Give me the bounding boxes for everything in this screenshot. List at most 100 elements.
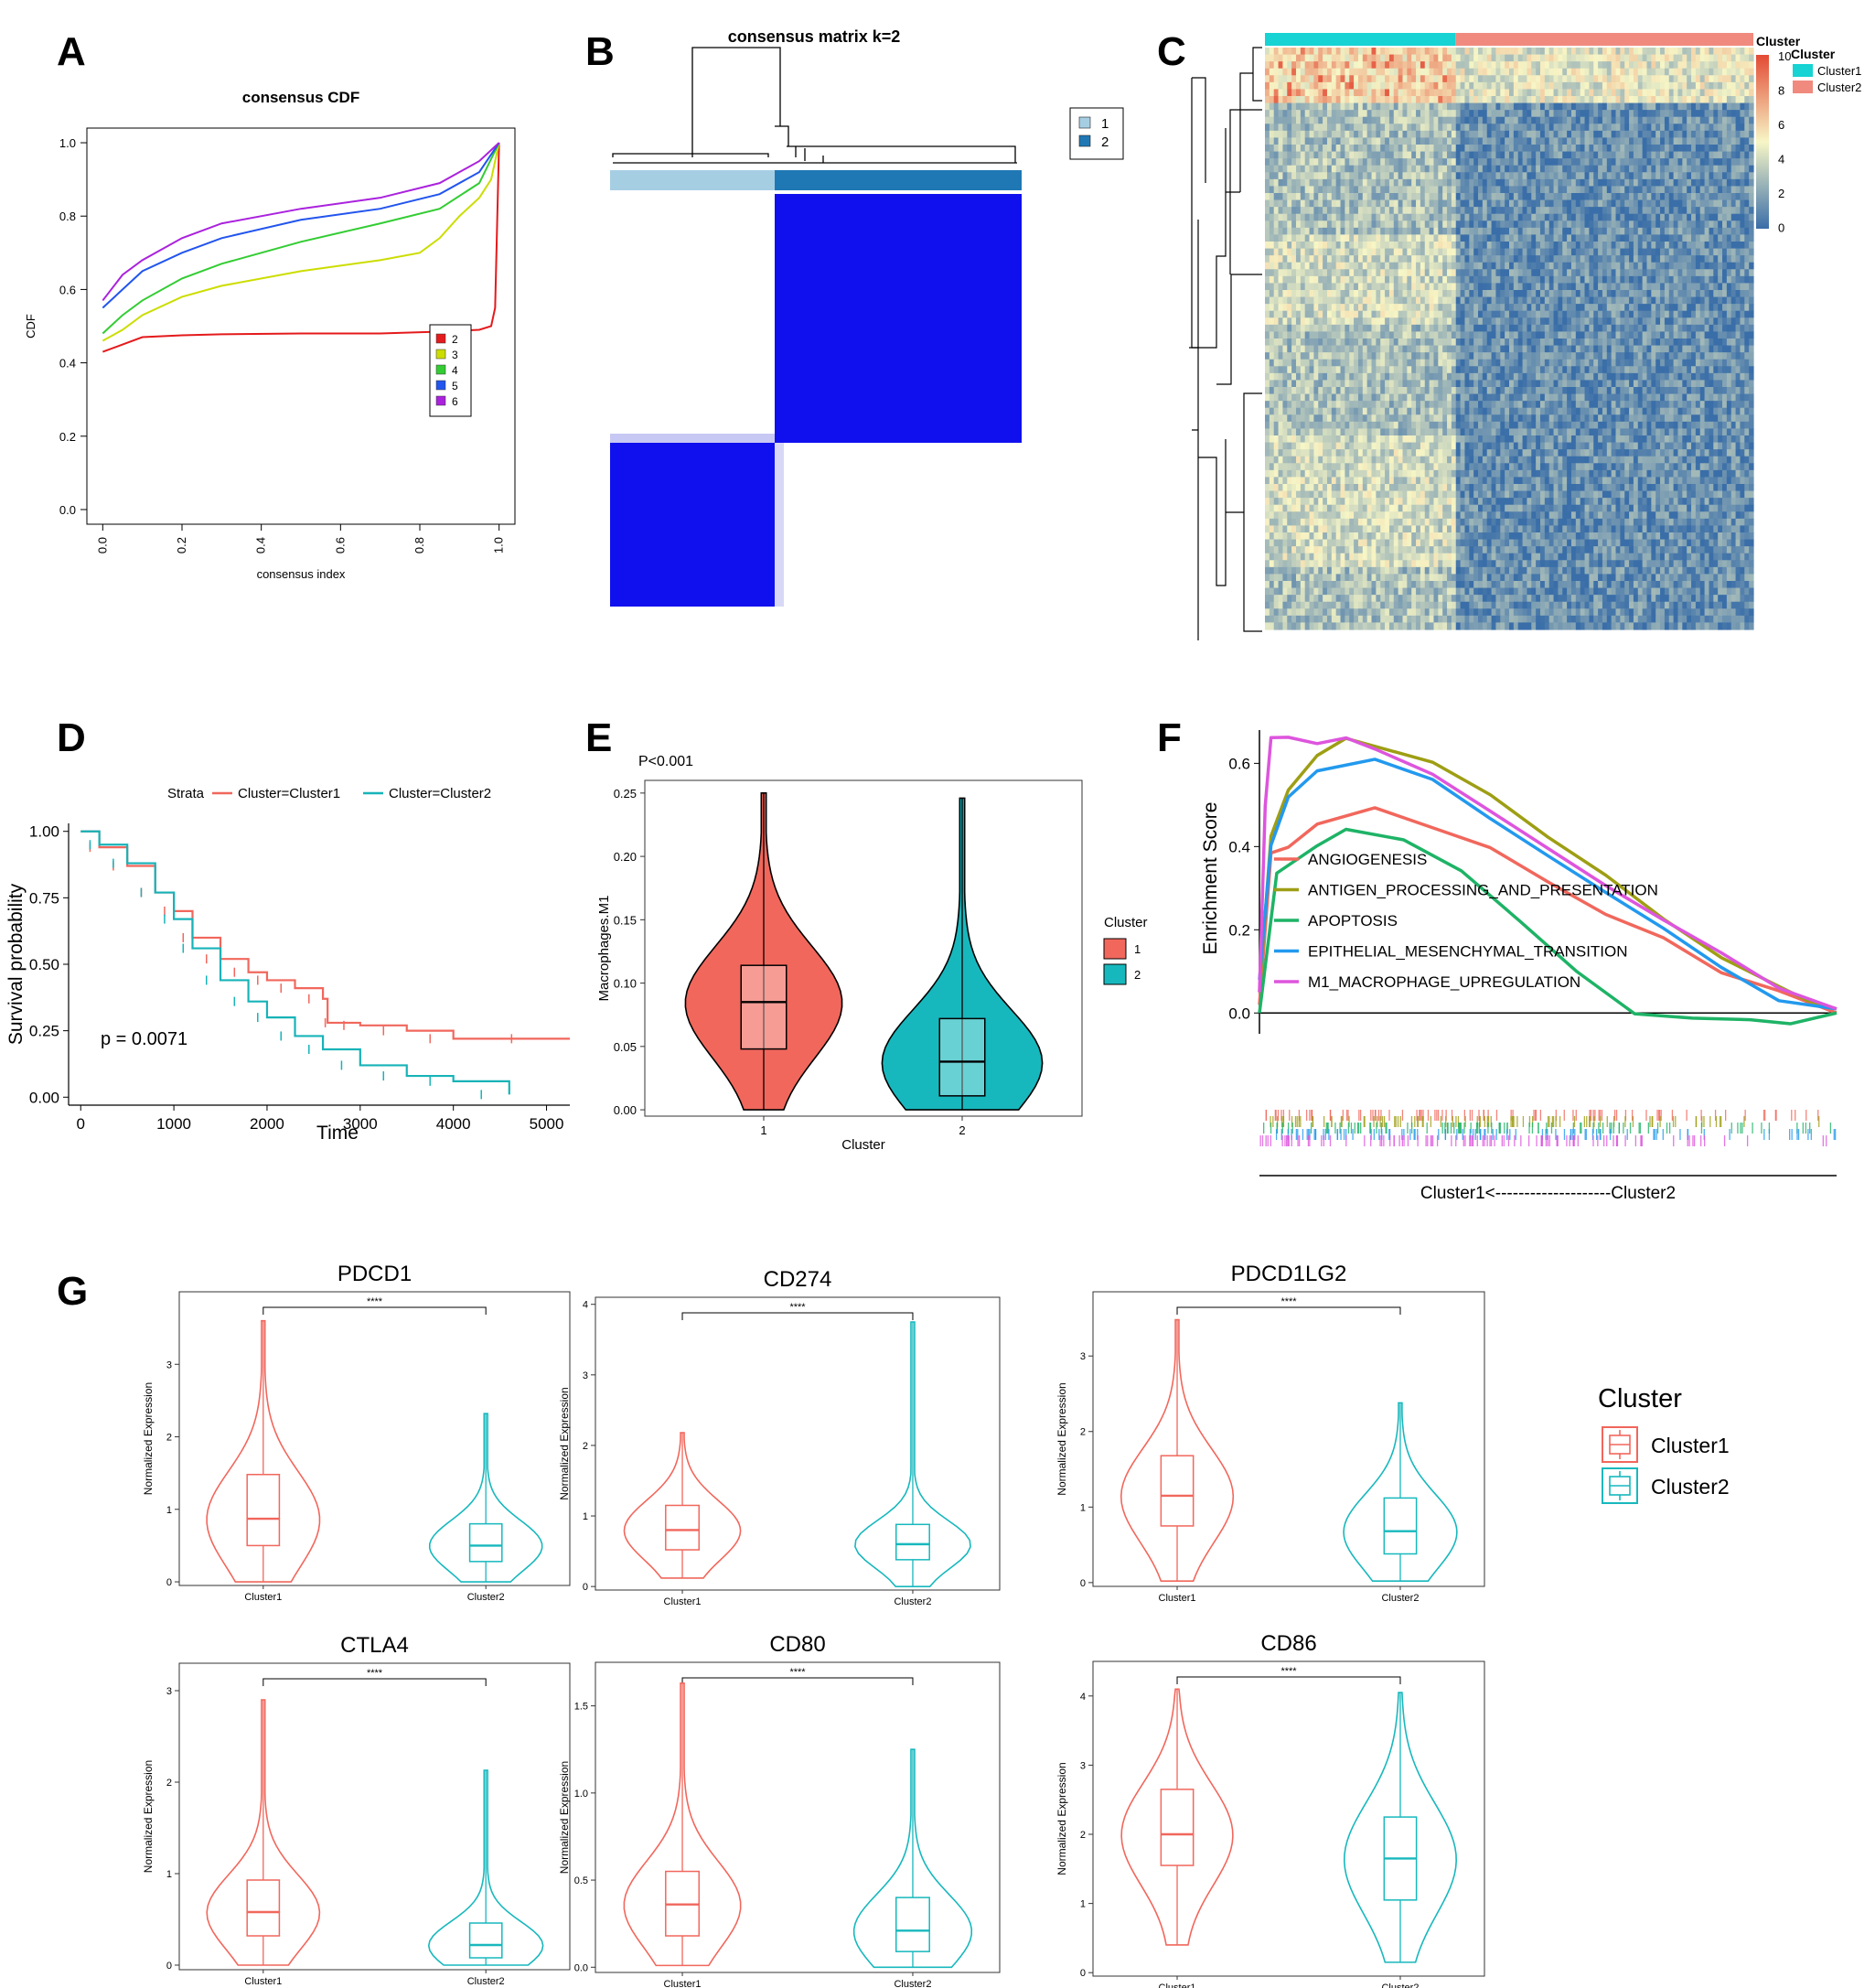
heatmap-cell — [1478, 207, 1484, 215]
heatmap-cell — [1682, 158, 1688, 167]
heatmap-cell — [1695, 81, 1701, 91]
heatmap-cell — [1633, 193, 1639, 201]
heatmap-cell — [1660, 283, 1666, 291]
heatmap-cell — [1407, 345, 1412, 353]
heatmap-cell — [1602, 178, 1608, 188]
heatmap-cell — [1624, 199, 1630, 208]
heatmap-cell — [1402, 116, 1408, 124]
heatmap-cell — [1517, 275, 1524, 285]
heatmap-cell — [1695, 324, 1701, 333]
heatmap-cell — [1567, 130, 1572, 139]
heatmap-cell — [1722, 269, 1728, 277]
heatmap-cell — [1580, 199, 1586, 208]
heatmap-cell — [1620, 331, 1625, 339]
heatmap-cell — [1473, 110, 1479, 118]
heatmap-cell — [1611, 54, 1617, 62]
heatmap-cell — [1695, 262, 1701, 270]
heatmap-cell — [1331, 213, 1337, 221]
heatmap-cell — [1704, 324, 1710, 333]
heatmap-cell — [1366, 317, 1373, 326]
heatmap-cell — [1642, 75, 1648, 83]
heatmap-cell — [1393, 186, 1399, 194]
heatmap-cell — [1398, 193, 1404, 201]
heatmap-cell — [1411, 110, 1417, 118]
heatmap-cell — [1606, 331, 1612, 339]
heatmap-cell — [1606, 324, 1612, 333]
heatmap-cell — [1380, 124, 1386, 132]
heatmap-cell — [1265, 145, 1270, 153]
heatmap-cell — [1730, 158, 1737, 167]
heatmap-cell — [1495, 304, 1501, 312]
heatmap-cell — [1451, 220, 1457, 229]
heatmap-cell — [1655, 102, 1661, 111]
heatmap-cell — [1735, 48, 1741, 56]
heatmap-cell — [1371, 124, 1377, 132]
heatmap-cell — [1362, 96, 1368, 104]
heatmap-cell — [1460, 283, 1466, 291]
heatmap-cell — [1407, 234, 1412, 242]
heatmap-cell — [1611, 75, 1617, 83]
heatmap-cell — [1491, 324, 1497, 333]
heatmap-cell — [1495, 207, 1501, 215]
heatmap-cell — [1505, 102, 1510, 111]
heatmap-cell — [1438, 151, 1443, 159]
heatmap-cell — [1295, 172, 1302, 180]
heatmap-cell — [1269, 345, 1275, 353]
heatmap-cell — [1424, 248, 1430, 256]
heatmap-cell — [1442, 207, 1448, 215]
heatmap-cell — [1300, 242, 1306, 250]
heatmap-cell — [1420, 227, 1426, 236]
heatmap-cell — [1682, 269, 1688, 277]
heatmap-cell — [1335, 158, 1342, 167]
heatmap-cell — [1469, 352, 1474, 360]
heatmap-cell — [1318, 54, 1323, 62]
heatmap-cell — [1429, 124, 1435, 132]
legend-swatch — [435, 380, 446, 391]
heatmap-cell — [1429, 304, 1435, 312]
heatmap-cell — [1517, 124, 1524, 132]
heatmap-cell — [1651, 68, 1656, 76]
heatmap-cell — [1695, 102, 1701, 111]
dendrogram-branch — [775, 125, 1016, 163]
heatmap-cell — [1544, 172, 1550, 180]
heatmap-cell — [1575, 213, 1581, 221]
heatmap-cell — [1500, 324, 1505, 333]
heatmap-cell — [1433, 304, 1439, 312]
heatmap-cell — [1295, 116, 1302, 124]
heatmap-cell — [1482, 324, 1488, 333]
heatmap-cell — [1677, 137, 1683, 145]
heatmap-cell — [1642, 81, 1648, 91]
heatmap-cell — [1473, 158, 1479, 167]
heatmap-cell — [1651, 96, 1656, 104]
heatmap-cell — [1726, 193, 1732, 201]
heatmap-cell — [1500, 290, 1505, 298]
heatmap-cell — [1575, 81, 1581, 91]
heatmap-cell — [1273, 248, 1280, 256]
heatmap-cell — [1455, 96, 1462, 104]
heatmap-cell — [1584, 310, 1590, 318]
heatmap-cell — [1402, 178, 1408, 188]
heatmap-cell — [1326, 68, 1333, 76]
heatmap-cell — [1460, 172, 1466, 180]
heatmap-cell — [1411, 207, 1417, 215]
heatmap-cell — [1273, 54, 1280, 62]
heatmap-cell — [1357, 130, 1364, 139]
heatmap-cell — [1691, 102, 1697, 111]
heatmap-cell — [1313, 81, 1319, 91]
heatmap-cell — [1388, 324, 1395, 333]
heatmap-cell — [1735, 186, 1741, 194]
heatmap-cell — [1478, 248, 1484, 256]
heatmap-cell — [1615, 89, 1621, 97]
heatmap-cell — [1633, 290, 1639, 298]
heatmap-cell — [1451, 345, 1457, 353]
heatmap-cell — [1482, 145, 1488, 153]
heatmap-cell — [1318, 158, 1323, 167]
heatmap-cell — [1730, 48, 1737, 56]
heatmap-cell — [1416, 172, 1421, 180]
heatmap-cell — [1464, 352, 1470, 360]
heatmap-cell — [1429, 317, 1435, 326]
annotation-bar-cluster1 — [1265, 33, 1456, 46]
heatmap-cell — [1602, 304, 1608, 312]
heatmap-cell — [1376, 275, 1381, 285]
